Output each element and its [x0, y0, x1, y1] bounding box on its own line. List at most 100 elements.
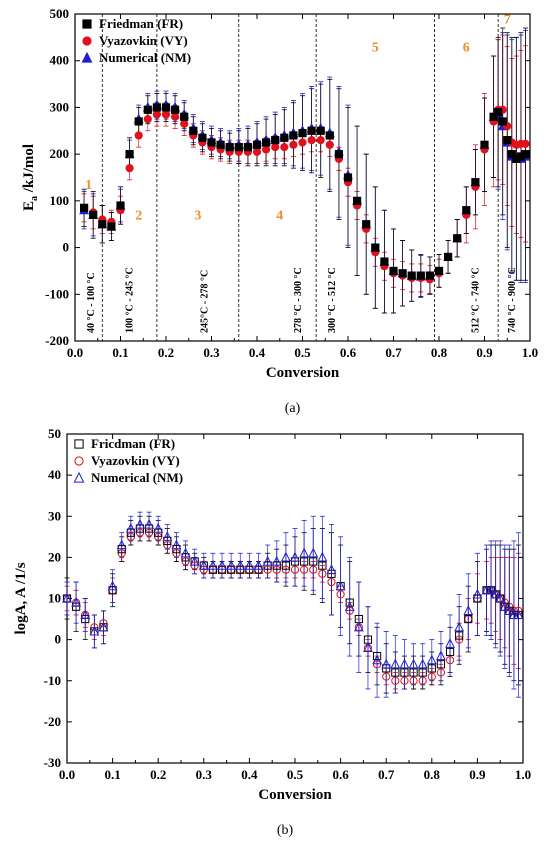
data-point: [400, 668, 409, 677]
data-point: [143, 105, 152, 114]
data-point: [171, 105, 180, 114]
data-point: [436, 650, 446, 661]
data-point: [455, 635, 464, 644]
data-point: [444, 252, 453, 262]
data-point: [463, 605, 474, 615]
data-point: [372, 654, 382, 665]
series-0: [62, 524, 523, 677]
data-point: [144, 524, 154, 533]
legend-entry: Numerical (NM): [99, 50, 191, 65]
x-tick-label: 0.1: [104, 767, 120, 782]
series-1: [62, 528, 523, 685]
data-point: [381, 658, 392, 669]
data-point: [309, 565, 318, 574]
data-point: [464, 614, 473, 624]
data-point: [507, 150, 516, 159]
y-tick-label: 200: [50, 146, 70, 161]
data-point: [427, 672, 436, 681]
data-point: [252, 140, 262, 149]
data-point: [162, 531, 173, 541]
data-point: [391, 676, 400, 685]
x-tick-label: 0.3: [196, 767, 213, 782]
data-point: [152, 110, 161, 119]
data-point: [144, 518, 154, 529]
data-point: [418, 668, 427, 677]
data-point: [353, 196, 362, 205]
error-bars-2: [64, 511, 521, 698]
data-point: [134, 117, 143, 126]
data-point: [134, 131, 143, 140]
chart-panel-b: 0.0 0.1 0.2 0.3 0.4 0.5 0.6 0.7 0.8 0.9 1.0 -30 -20 -…: [13, 426, 531, 838]
y-tick-label: 20: [48, 549, 61, 564]
temperature-range-label: 278 °C - 300 °C: [293, 267, 304, 333]
data-point: [307, 136, 316, 145]
y-tick-label: -20: [44, 714, 61, 729]
data-point: [289, 140, 298, 149]
error-bars-2: [81, 29, 528, 314]
data-point: [521, 139, 530, 148]
data-point: [325, 140, 334, 149]
data-point: [504, 605, 515, 615]
region-number: 7: [504, 12, 511, 27]
data-point: [71, 596, 82, 607]
data-point: [309, 557, 318, 566]
data-point: [490, 588, 501, 599]
data-point: [116, 539, 127, 550]
data-point: [372, 651, 382, 661]
data-point: [445, 647, 455, 657]
data-point: [126, 532, 135, 541]
data-point: [416, 271, 425, 280]
y-tick-label: 100: [50, 193, 70, 208]
data-point: [143, 115, 152, 124]
data-point: [400, 676, 409, 685]
data-point: [391, 668, 400, 677]
data-point: [382, 664, 391, 673]
y-tick-label: 30: [48, 508, 61, 523]
data-point: [399, 658, 410, 669]
data-point: [198, 133, 207, 142]
data-point: [163, 536, 172, 546]
x-tick-label: 0.6: [332, 767, 349, 782]
data-point: [409, 676, 418, 685]
data-point: [472, 588, 483, 599]
legend-entry: Vyazovkin (VY): [99, 33, 188, 48]
data-point: [494, 108, 503, 117]
data-point: [89, 210, 98, 219]
data-point: [343, 173, 353, 182]
data-point: [398, 269, 407, 278]
data-point: [380, 257, 389, 266]
data-point: [514, 606, 523, 615]
data-point: [163, 540, 172, 550]
data-point: [307, 126, 316, 135]
data-point: [290, 557, 300, 566]
data-point: [417, 658, 428, 669]
data-point: [382, 672, 391, 681]
data-point: [344, 601, 355, 611]
data-point: [152, 103, 162, 112]
data-point: [300, 557, 309, 566]
data-point: [408, 658, 419, 669]
x-tick-label: 0.9: [476, 345, 493, 360]
data-point: [198, 559, 209, 570]
data-point: [272, 561, 281, 570]
x-tick-label: 0.6: [340, 345, 357, 360]
data-point: [425, 271, 434, 280]
data-point: [289, 131, 298, 140]
x-tick-label: 0.8: [431, 345, 448, 360]
data-point: [503, 136, 512, 145]
data-point: [300, 565, 309, 574]
data-point: [325, 131, 334, 140]
data-point: [253, 559, 264, 570]
data-point: [144, 528, 154, 537]
data-point: [217, 559, 227, 570]
data-point: [226, 559, 237, 570]
panel-label: (a): [285, 401, 301, 416]
data-point: [445, 638, 455, 648]
data-point: [89, 625, 100, 636]
legend-entry: Friedman (FR): [99, 16, 183, 31]
data-point: [117, 545, 126, 554]
data-point: [98, 621, 109, 632]
data-point: [107, 222, 116, 231]
data-point: [235, 559, 246, 570]
data-point: [298, 138, 307, 147]
